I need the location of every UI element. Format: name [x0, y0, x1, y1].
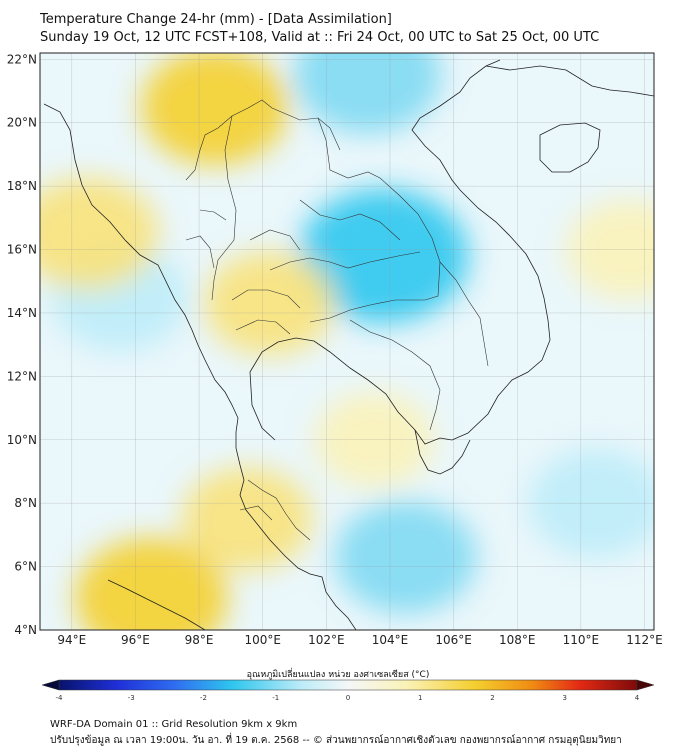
anomaly-3: [335, 500, 477, 614]
colorbar-tick-label: 4: [635, 694, 640, 702]
china-coastline: [485, 65, 654, 97]
map-frame: [39, 52, 655, 631]
lat-tick-label: 6°N: [14, 560, 37, 574]
anomaly-9: [181, 467, 312, 571]
temperature-field: [40, 53, 654, 630]
colorbar-tick-label: -1: [272, 694, 279, 702]
colorbar-tick-label: 3: [563, 694, 567, 702]
lon-tick-label: 108°E: [499, 633, 536, 647]
colorbar-max-extend: [636, 679, 655, 691]
sumatra-coastline: [107, 579, 206, 630]
colorbar-tick-label: -3: [128, 694, 135, 702]
indochina-coastline: [43, 103, 357, 630]
anomaly-7: [203, 251, 335, 356]
colorbar-ticks: -4 -3 -2 -1 0 1 2 3 4: [56, 694, 640, 702]
hainan-island: [539, 122, 601, 173]
lat-tick-label: 4°N: [14, 623, 37, 637]
mekong-delta-coastline: [414, 429, 471, 475]
colorbar-min-extend: [41, 679, 60, 691]
anomaly-5: [141, 53, 289, 166]
gulf-coastline: [249, 59, 551, 445]
lon-tick-label: 98°E: [185, 633, 214, 647]
lon-tick-label: 94°E: [57, 633, 86, 647]
lat-tick-label: 18°N: [7, 179, 37, 193]
colorbar-tick-label: 1: [418, 694, 422, 702]
lat-tick-label: 16°N: [7, 243, 37, 257]
lon-tick-label: 96°E: [121, 633, 150, 647]
lat-tick-label: 22°N: [7, 52, 37, 66]
lat-tick-label: 20°N: [7, 116, 37, 130]
colorbar-label: อุณหภูมิเปลี่ยนแปลง หน่วย องศาเซลเซียส (…: [246, 670, 430, 680]
anomaly-1: [294, 53, 442, 134]
colorbar-tick-label: -2: [200, 694, 207, 702]
footer-credit: ปรับปรุงข้อมูล ณ เวลา 19:00น. วัน อา. ที…: [50, 735, 622, 746]
lon-tick-label: 100°E: [244, 633, 281, 647]
colorbar-tick-label: 0: [346, 694, 350, 702]
lat-tick-label: 10°N: [7, 433, 37, 447]
coastlines: [43, 59, 654, 630]
lon-tick-label: 104°E: [372, 633, 409, 647]
chart-subtitle: Sunday 19 Oct, 12 UTC FCST+108, Valid at…: [40, 30, 600, 45]
graticule: [40, 53, 654, 630]
footer-model-info: WRF-DA Domain 01 :: Grid Resolution 9km …: [50, 719, 298, 730]
lon-tick-label: 106°E: [435, 633, 472, 647]
lon-tick-label: 112°E: [626, 633, 663, 647]
lon-tick-label: 102°E: [308, 633, 345, 647]
lat-tick-label: 12°N: [7, 369, 37, 383]
lon-tick-label: 110°E: [563, 633, 600, 647]
colorbar-tick-label: -4: [56, 694, 64, 702]
lat-tick-label: 14°N: [7, 306, 37, 320]
colorbar: [58, 679, 638, 691]
anomaly-6: [40, 177, 159, 290]
colorbar-tick-label: 2: [490, 694, 494, 702]
anomaly-8: [74, 537, 228, 630]
lat-tick-label: 8°N: [14, 496, 37, 510]
admin-borders: [185, 99, 489, 541]
anomaly-0: [298, 188, 469, 324]
chart-title: Temperature Change 24-hr (mm) - [Data As…: [40, 12, 392, 27]
axis-ticks: 94°E 96°E 98°E 100°E 102°E 104°E 106°E 108°E 110…: [7, 52, 663, 647]
